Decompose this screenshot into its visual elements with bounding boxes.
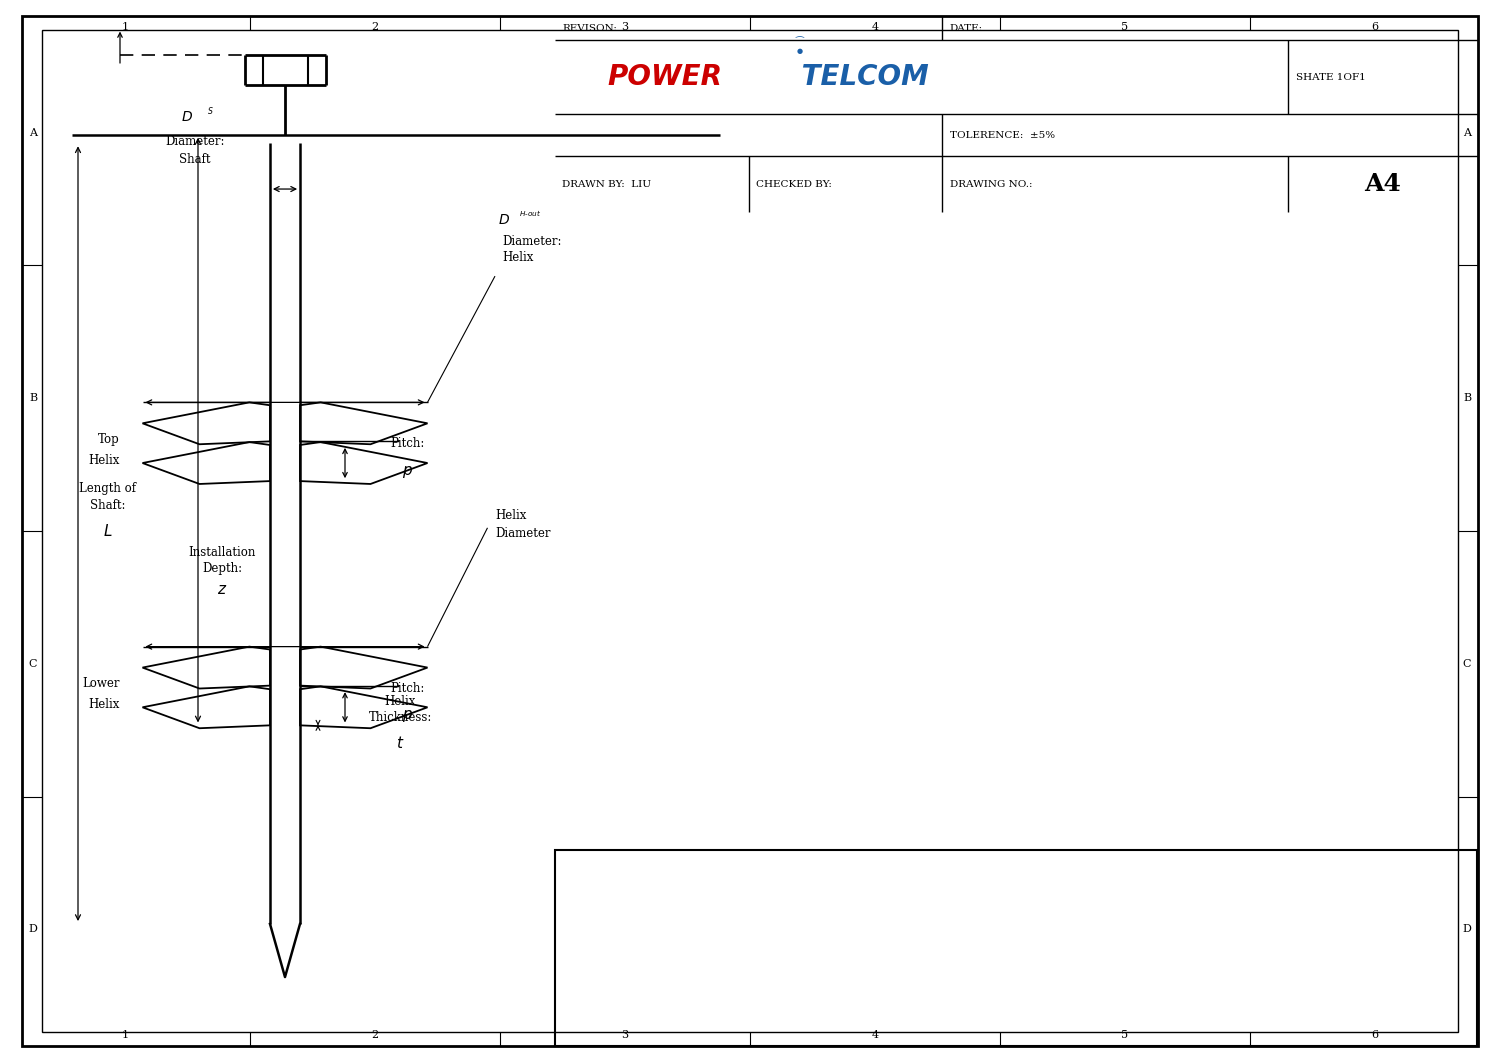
- Text: CHECKED BY:: CHECKED BY:: [756, 179, 833, 189]
- Text: $_S$: $_S$: [207, 105, 213, 118]
- Text: $p$: $p$: [402, 463, 414, 480]
- Text: Shaft: Shaft: [180, 153, 210, 166]
- Text: Diameter: Diameter: [495, 527, 550, 539]
- Text: A4: A4: [1365, 172, 1401, 196]
- Text: 5: 5: [1122, 1030, 1128, 1041]
- Text: A: A: [28, 127, 38, 138]
- Text: Helix: Helix: [88, 453, 120, 467]
- Text: Lower: Lower: [82, 676, 120, 690]
- Text: $L$: $L$: [104, 523, 112, 539]
- Text: Diameter:: Diameter:: [165, 135, 225, 148]
- Text: Depth:: Depth:: [202, 562, 242, 575]
- Text: Installation: Installation: [189, 546, 255, 559]
- Text: Helix: Helix: [386, 696, 416, 708]
- Text: B: B: [1462, 393, 1472, 404]
- Text: TOLERENCE:  ±5%: TOLERENCE: ±5%: [950, 131, 1054, 140]
- Text: D: D: [1462, 924, 1472, 935]
- Text: 3: 3: [621, 21, 628, 32]
- Text: D: D: [28, 924, 38, 935]
- Text: DRAWN BY:  LIU: DRAWN BY: LIU: [562, 179, 651, 189]
- Text: $D$: $D$: [182, 109, 194, 124]
- Text: DRAWING NO.:: DRAWING NO.:: [950, 179, 1032, 189]
- Text: Length of: Length of: [80, 482, 136, 495]
- Text: ●: ●: [796, 48, 802, 54]
- Text: 3: 3: [621, 1030, 628, 1041]
- Text: $_{H‑out}$: $_{H‑out}$: [519, 209, 542, 220]
- Text: Pitch:: Pitch:: [392, 682, 424, 695]
- Text: DATE:: DATE:: [950, 23, 982, 33]
- Text: $D$: $D$: [498, 212, 510, 227]
- Text: 6: 6: [1371, 1030, 1378, 1041]
- Text: 2: 2: [372, 1030, 378, 1041]
- Text: B: B: [28, 393, 38, 404]
- Text: SHATE 1OF1: SHATE 1OF1: [1296, 73, 1365, 82]
- Text: Helix: Helix: [503, 251, 534, 263]
- Text: 1: 1: [122, 1030, 129, 1041]
- Text: C: C: [28, 658, 38, 669]
- Text: 1: 1: [122, 21, 129, 32]
- Text: Top: Top: [99, 432, 120, 446]
- Text: TELCOM: TELCOM: [792, 64, 928, 91]
- Text: $t$: $t$: [396, 735, 405, 752]
- Text: ⁀: ⁀: [795, 38, 804, 49]
- Text: 4: 4: [871, 21, 879, 32]
- Bar: [555, 850, 1478, 1046]
- Text: Shaft:: Shaft:: [90, 499, 126, 512]
- Text: 5: 5: [1122, 21, 1128, 32]
- Text: Thickness:: Thickness:: [369, 712, 432, 724]
- Text: $p$: $p$: [402, 707, 414, 724]
- Text: Helix: Helix: [88, 698, 120, 712]
- Text: C: C: [1462, 658, 1472, 669]
- Text: 6: 6: [1371, 21, 1378, 32]
- Text: Helix: Helix: [495, 509, 526, 521]
- Text: $z$: $z$: [217, 583, 226, 598]
- Text: A: A: [1462, 127, 1472, 138]
- Text: 2: 2: [372, 21, 378, 32]
- Text: Diameter:: Diameter:: [503, 235, 562, 247]
- Text: 4: 4: [871, 1030, 879, 1041]
- Text: REVISON:: REVISON:: [562, 23, 618, 33]
- Text: POWER: POWER: [608, 64, 723, 91]
- Text: Pitch:: Pitch:: [392, 438, 424, 450]
